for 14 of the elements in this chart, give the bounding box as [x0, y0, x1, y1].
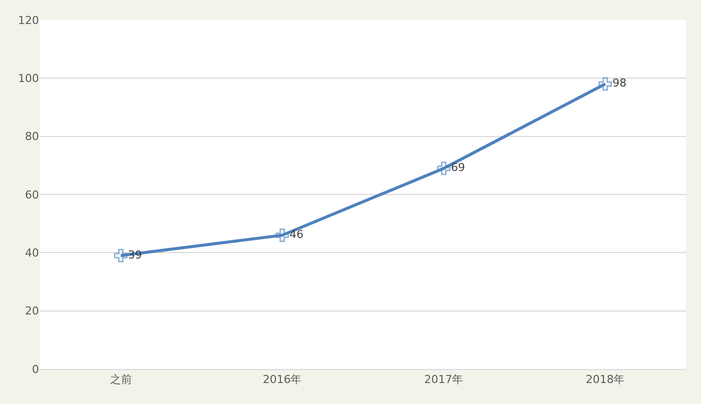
- x-tick-label: 2017年: [424, 373, 464, 386]
- x-tick-label: 之前: [110, 373, 132, 386]
- data-label: 46: [290, 228, 304, 241]
- data-label: 69: [451, 161, 465, 174]
- y-tick-label: 60: [25, 188, 39, 202]
- x-tick-label: 2016年: [262, 373, 302, 386]
- y-tick-label: 120: [18, 14, 39, 27]
- y-tick-label: 100: [18, 72, 39, 86]
- y-tick-label: 80: [25, 130, 39, 144]
- y-tick-label: 0: [32, 362, 39, 376]
- y-tick-label: 40: [25, 246, 39, 260]
- data-label: 98: [612, 76, 626, 90]
- y-tick-label: 20: [25, 304, 39, 318]
- x-tick-label: 2018年: [586, 373, 625, 386]
